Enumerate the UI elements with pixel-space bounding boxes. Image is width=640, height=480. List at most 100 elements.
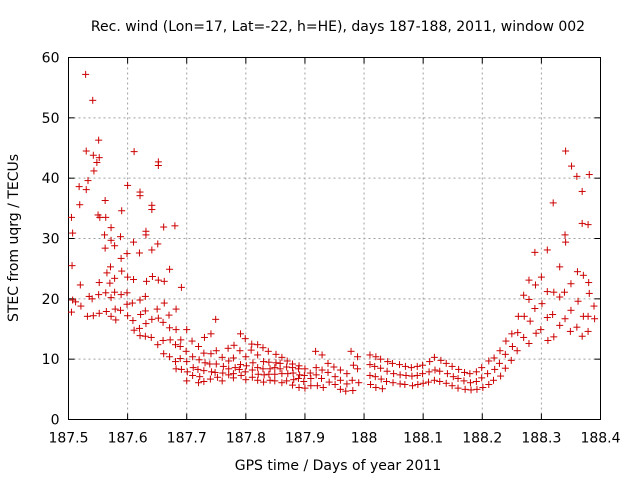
data-point <box>513 347 521 355</box>
data-point <box>294 374 302 382</box>
data-point <box>301 384 309 392</box>
data-point <box>272 359 280 367</box>
x-tick-label: 187.7 <box>167 431 207 447</box>
data-point <box>562 147 570 155</box>
data-point <box>283 377 291 385</box>
data-point <box>130 148 138 156</box>
data-point <box>69 296 77 304</box>
data-point <box>136 192 144 200</box>
data-point <box>396 380 404 388</box>
data-point <box>160 299 168 307</box>
data-point <box>75 183 83 191</box>
data-point <box>67 308 75 316</box>
data-point <box>443 370 451 378</box>
data-point <box>148 273 156 281</box>
data-point <box>271 364 279 372</box>
data-point <box>520 291 528 299</box>
data-point <box>561 315 569 323</box>
data-point <box>141 332 149 340</box>
data-point <box>377 375 385 383</box>
data-point <box>82 186 90 194</box>
data-point <box>508 330 516 338</box>
data-point <box>241 335 249 343</box>
data-point <box>237 330 245 338</box>
data-point <box>224 344 232 352</box>
data-point <box>501 350 509 358</box>
data-point <box>478 364 486 372</box>
data-point <box>68 262 76 270</box>
data-point <box>123 289 131 297</box>
data-point <box>189 353 197 361</box>
data-point <box>111 305 119 313</box>
data-point <box>142 320 150 328</box>
data-point <box>183 326 191 334</box>
data-point <box>584 221 592 229</box>
data-point <box>562 238 570 246</box>
data-point <box>206 375 214 383</box>
data-point <box>171 222 179 230</box>
data-point <box>212 347 220 355</box>
data-point <box>501 364 509 372</box>
data-point <box>137 311 145 319</box>
data-point <box>148 206 156 214</box>
data-point <box>289 381 297 389</box>
chart-title: Rec. wind (Lon=17, Lat=-22, h=HE), days … <box>91 19 585 35</box>
data-point <box>312 347 320 355</box>
y-tick-label: 10 <box>42 352 60 368</box>
data-point <box>225 357 233 365</box>
data-point <box>237 371 245 379</box>
data-point <box>154 161 162 169</box>
data-point <box>383 367 391 375</box>
data-point <box>195 379 203 387</box>
data-point <box>306 369 314 377</box>
data-point <box>295 384 303 392</box>
data-point <box>218 377 226 385</box>
data-point <box>230 341 238 349</box>
data-point <box>129 317 137 325</box>
data-point <box>182 347 190 355</box>
data-point <box>166 324 174 332</box>
data-point <box>249 359 257 367</box>
data-point <box>556 263 564 271</box>
data-point <box>419 379 427 387</box>
data-point <box>485 357 493 365</box>
data-point <box>307 374 315 382</box>
data-point <box>242 353 250 361</box>
data-point <box>260 371 268 379</box>
data-point <box>260 378 268 386</box>
data-point <box>69 229 77 237</box>
data-point <box>194 365 202 373</box>
data-point <box>537 273 545 281</box>
data-point <box>96 213 104 221</box>
data-point <box>461 385 469 393</box>
data-point <box>355 379 363 387</box>
data-point <box>301 365 309 373</box>
data-point <box>176 355 184 363</box>
data-point <box>437 356 445 364</box>
data-point <box>331 381 339 389</box>
data-point <box>89 96 97 104</box>
data-point <box>89 151 97 159</box>
data-point <box>585 279 593 287</box>
data-point <box>254 364 262 372</box>
data-point <box>136 332 144 340</box>
data-point <box>77 302 85 310</box>
data-point <box>183 358 191 366</box>
data-point <box>556 293 564 301</box>
data-point <box>160 350 168 358</box>
data-point <box>128 299 136 307</box>
data-point <box>189 371 197 379</box>
data-point <box>124 181 132 189</box>
data-point <box>371 362 379 370</box>
data-point <box>123 300 131 308</box>
data-point <box>200 377 208 385</box>
data-point <box>574 297 582 305</box>
data-point <box>160 277 168 285</box>
data-point <box>584 312 592 320</box>
data-point <box>295 362 303 370</box>
data-point <box>283 357 291 365</box>
data-point <box>272 350 280 358</box>
data-point <box>118 207 126 215</box>
data-point <box>153 305 161 313</box>
data-point <box>83 312 91 320</box>
